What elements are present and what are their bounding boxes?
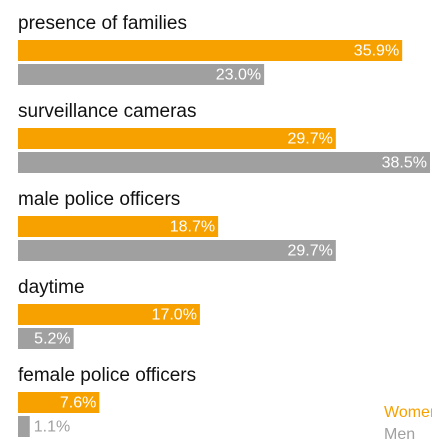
bar <box>18 216 219 237</box>
value-label: 35.9% <box>354 43 399 60</box>
value-label: 29.7% <box>287 243 332 260</box>
value-label: 18.7% <box>170 219 215 236</box>
bar <box>18 392 100 413</box>
bar <box>18 328 74 349</box>
value-label: 23.0% <box>216 67 261 84</box>
value-label: 17.0% <box>152 307 197 324</box>
legend-entry: Women <box>384 404 432 421</box>
value-label: 38.5% <box>382 155 427 172</box>
category-label: surveillance cameras <box>18 101 196 122</box>
bar <box>18 152 430 173</box>
legend-entry: Men <box>384 426 415 443</box>
value-label: 29.7% <box>287 131 332 148</box>
bar <box>18 304 200 325</box>
value-label: 7.6% <box>60 395 96 412</box>
value-label: 5.2% <box>34 331 70 348</box>
category-label: presence of families <box>18 13 187 34</box>
bar <box>18 416 30 437</box>
bar <box>18 40 403 61</box>
category-label: daytime <box>18 277 85 298</box>
category-label: male police officers <box>18 189 180 210</box>
category-label: female police officers <box>18 365 196 386</box>
bar <box>18 240 336 261</box>
bar <box>18 64 265 85</box>
bar <box>18 128 336 149</box>
value-label: 1.1% <box>34 419 70 436</box>
